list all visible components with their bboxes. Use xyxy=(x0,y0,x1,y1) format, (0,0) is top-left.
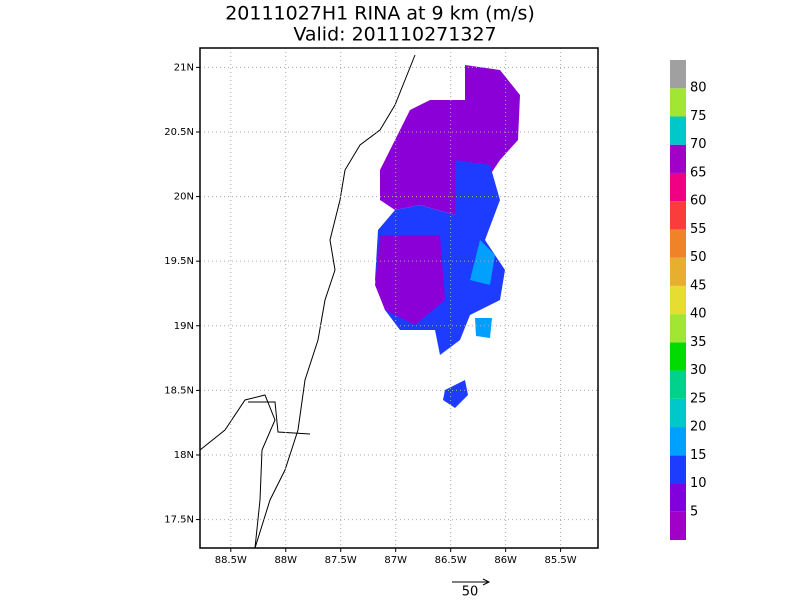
colorbar-label: 40 xyxy=(690,307,707,322)
x-tick-label: 88.5W xyxy=(215,555,247,566)
colorbar-label: 15 xyxy=(690,448,707,463)
colorbar-box xyxy=(670,427,686,456)
colorbar-label: 30 xyxy=(690,363,707,378)
colorbar-box xyxy=(670,229,686,258)
y-tick-label: 19.5N xyxy=(164,256,194,267)
colorbar-label: 75 xyxy=(690,109,707,124)
colorbar-box xyxy=(670,285,686,315)
reference-label: 50 xyxy=(462,585,479,600)
x-tick-label: 86.5W xyxy=(435,555,467,566)
colorbar-box xyxy=(670,370,686,399)
colorbar-box xyxy=(670,511,686,540)
colorbar-label: 65 xyxy=(690,165,707,180)
colorbar-label: 5 xyxy=(690,504,698,519)
colorbar-box xyxy=(670,314,686,343)
colorbar-box xyxy=(670,201,686,230)
colorbar-box xyxy=(670,257,686,286)
y-tick-label: 20N xyxy=(174,192,194,203)
colorbar-box xyxy=(670,88,686,117)
x-tick-label: 87.5W xyxy=(325,555,357,566)
colorbar-label: 50 xyxy=(690,250,707,265)
colorbar-box xyxy=(670,398,686,428)
reference-arrow-head xyxy=(482,578,491,586)
colorbar-box xyxy=(670,483,686,512)
map-frame xyxy=(199,47,599,549)
colorbar-box xyxy=(670,144,686,173)
y-tick-label: 18N xyxy=(174,450,194,461)
colorbar-label: 25 xyxy=(690,391,707,406)
x-tick-label: 85.5W xyxy=(545,555,577,566)
colorbar-label: 10 xyxy=(690,476,707,491)
colorbar-box xyxy=(670,455,686,484)
colorbar-box xyxy=(670,342,686,371)
subtitle: Valid: 201110271327 xyxy=(293,24,496,46)
wind-field xyxy=(375,65,520,408)
colorbar-label: 70 xyxy=(690,137,707,152)
colorbar-label: 35 xyxy=(690,335,707,350)
y-tick-label: 18.5N xyxy=(164,385,194,396)
y-tick-label: 21N xyxy=(174,62,194,73)
colorbar-label: 55 xyxy=(690,222,707,237)
colorbar-box xyxy=(670,172,686,202)
colorbar-label: 45 xyxy=(690,278,707,293)
x-tick-label: 87W xyxy=(384,555,407,566)
colorbar-label: 60 xyxy=(690,194,707,209)
title: 20111027H1 RINA at 9 km (m/s) xyxy=(225,3,535,25)
x-tick-label: 86W xyxy=(494,555,517,566)
border xyxy=(248,401,311,435)
coastline xyxy=(199,394,276,549)
y-tick-label: 17.5N xyxy=(164,515,194,526)
y-tick-label: 19N xyxy=(174,321,194,332)
y-tick-label: 20.5N xyxy=(164,127,194,138)
colorbar-box xyxy=(670,116,686,145)
x-tick-label: 88W xyxy=(274,555,297,566)
colorbar-label: 20 xyxy=(690,420,707,435)
colorbar-label: 80 xyxy=(690,81,707,96)
coastline xyxy=(254,54,416,549)
colorbar-box xyxy=(670,60,686,89)
